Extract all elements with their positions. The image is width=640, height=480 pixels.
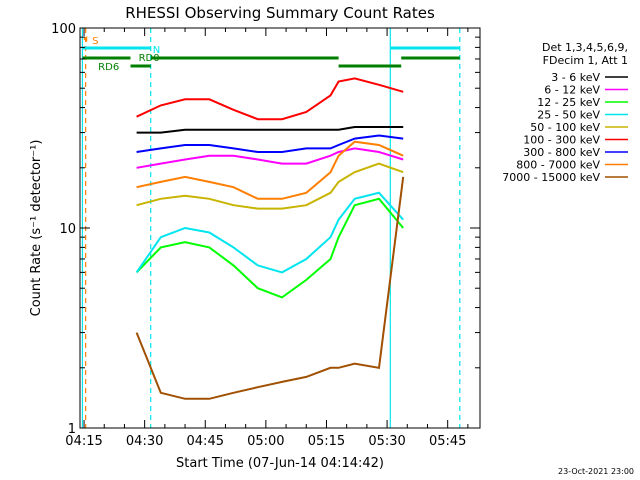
series-line <box>136 162 404 210</box>
series-line <box>136 140 404 200</box>
x-tick-label: 05:15 <box>308 434 345 449</box>
legend-label: 6 - 12 keV <box>544 84 600 97</box>
chart-title: RHESSI Observing Summary Count Rates <box>125 4 435 22</box>
legend-header-line-1: Det 1,3,4,5,6,9, <box>542 41 628 54</box>
x-tick-label: 04:15 <box>65 434 102 449</box>
flag-label: RD0 <box>139 53 160 64</box>
legend-label: 100 - 300 keV <box>523 134 600 147</box>
legend-label: 300 - 800 keV <box>523 146 600 159</box>
series-line <box>136 147 404 169</box>
flag-label: N <box>153 45 160 56</box>
x-tick-label: 04:45 <box>187 434 224 449</box>
saa-flag-marker <box>83 36 88 42</box>
plot-frame <box>79 27 481 429</box>
y-axis-label: Count Rate (s⁻¹ detector⁻¹) <box>29 140 44 317</box>
legend-label: 50 - 100 keV <box>530 121 600 134</box>
legend-label: 7000 - 15000 keV <box>502 171 600 184</box>
legend-header-line-2: FDecim 1, Att 1 <box>543 54 628 67</box>
y-tick-label: 10 <box>59 222 76 237</box>
legend-label: 25 - 50 keV <box>537 109 600 122</box>
legend-label: 3 - 6 keV <box>551 71 600 84</box>
x-axis-label: Start Time (07-Jun-14 04:14:42) <box>176 456 384 471</box>
x-tick-label: 05:30 <box>368 434 405 449</box>
series-line <box>135 191 404 274</box>
series-line <box>136 126 404 134</box>
series-layer <box>135 77 405 400</box>
legend-label: 12 - 25 keV <box>537 96 600 109</box>
y-tick-label: 100 <box>51 22 76 37</box>
x-tick-label: 05:45 <box>429 434 466 449</box>
flag-label: S <box>92 36 98 47</box>
x-tick-label: 04:30 <box>126 434 163 449</box>
series-line <box>135 176 405 400</box>
y-tick-label: 1 <box>68 422 76 437</box>
axis-layer: 04:15 04:30 04:45 05:00 05:15 05:30 05:45 1 10 10… <box>51 22 480 449</box>
x-tick-label: 05:00 <box>247 434 284 449</box>
flag-label: RD6 <box>98 62 119 73</box>
footer-timestamp: 23-Oct-2021 23:00 <box>558 467 634 476</box>
series-line <box>135 197 404 299</box>
series-line <box>136 134 404 153</box>
series-line <box>136 77 404 121</box>
legend-label: 800 - 7000 keV <box>516 159 600 172</box>
